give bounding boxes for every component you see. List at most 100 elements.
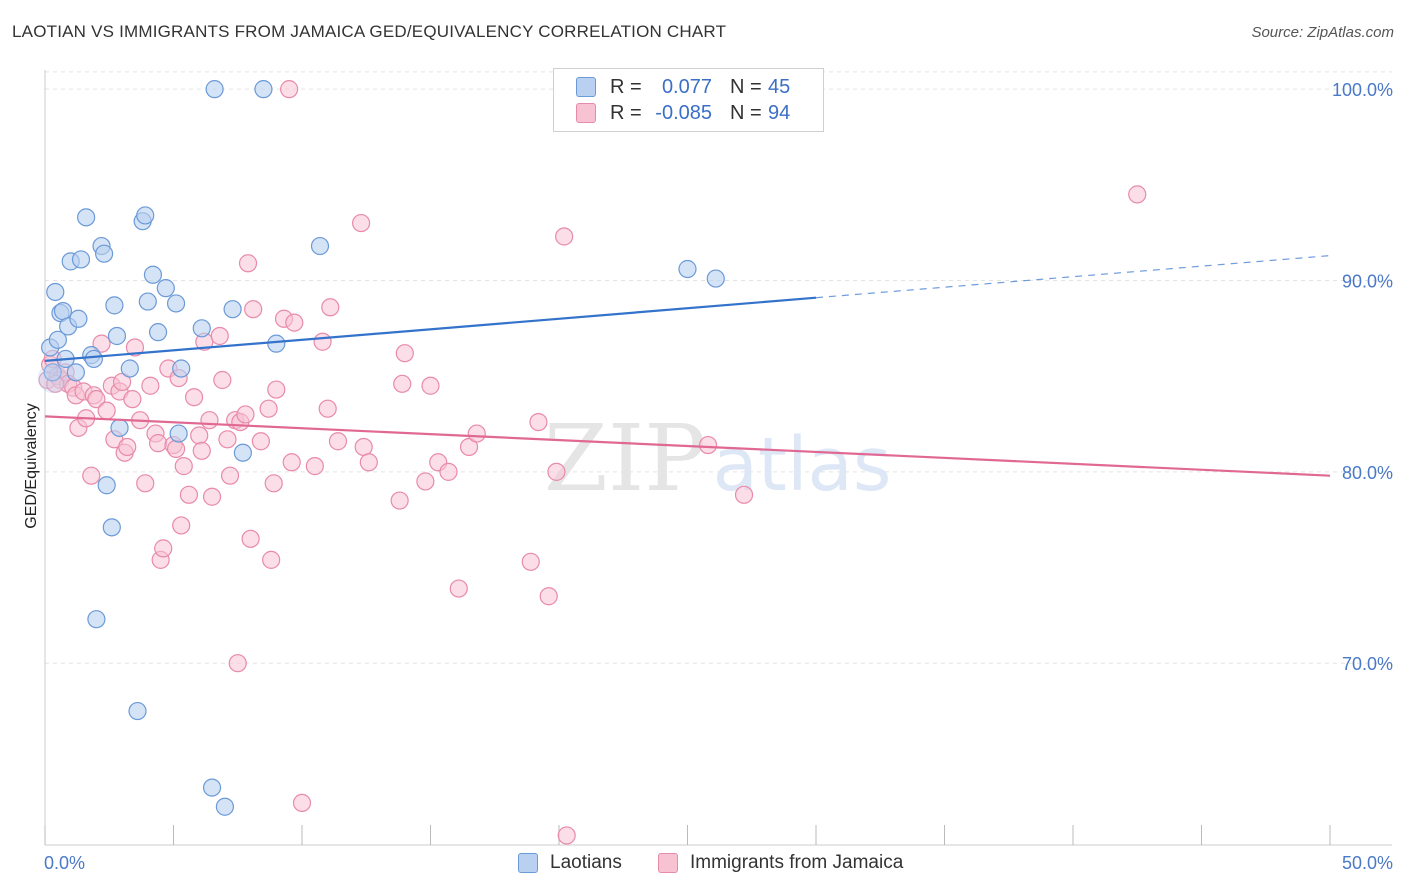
laotian-point xyxy=(102,518,121,537)
chart-title: LAOTIAN VS IMMIGRANTS FROM JAMAICA GED/E… xyxy=(12,22,727,41)
axes xyxy=(44,70,1392,846)
laotian-point xyxy=(215,797,234,816)
jamaica-point xyxy=(141,376,160,395)
laotian-point xyxy=(46,282,65,302)
jamaica-point xyxy=(459,437,479,457)
jamaica-point xyxy=(557,826,576,845)
laotian-point xyxy=(77,208,96,227)
jamaica-point xyxy=(200,411,219,430)
legend-swatch-jamaica xyxy=(576,103,596,123)
legend-row-laotians: R = 0.077 N = 45 xyxy=(576,75,790,99)
jamaica-point xyxy=(352,213,371,233)
laotian-point xyxy=(169,424,188,443)
jamaica-point xyxy=(313,332,332,351)
laotian-points xyxy=(37,80,725,816)
jamaica-point xyxy=(236,405,255,424)
laotian-point xyxy=(87,610,106,629)
jamaica-point xyxy=(1128,185,1147,204)
x-tick-labels: 0.0% 50.0% xyxy=(44,853,1393,873)
jamaica-point xyxy=(87,390,106,409)
jamaica-point xyxy=(220,466,240,485)
legend-r-value: -0.085 xyxy=(655,101,712,124)
laotian-point xyxy=(97,476,116,495)
jamaica-point xyxy=(305,457,324,476)
trend-lines xyxy=(44,255,1331,477)
jamaica-point xyxy=(449,579,468,598)
laotian-point xyxy=(678,259,697,279)
laotian-trend-extension xyxy=(815,255,1331,299)
legend-r-value: 0.077 xyxy=(661,75,712,98)
jamaica-point xyxy=(148,434,168,453)
laotian-point xyxy=(69,309,88,328)
bottom-legend-swatch-jamaica xyxy=(658,853,678,873)
laotian-point xyxy=(205,80,224,99)
jamaica-point xyxy=(92,334,111,353)
jamaica-point xyxy=(118,437,137,457)
jamaica-point xyxy=(529,412,548,432)
laotian-point xyxy=(267,334,286,353)
y-tick-label: 70.0% xyxy=(1342,654,1393,674)
jamaica-point xyxy=(734,485,754,504)
legend-n-label: N = xyxy=(730,75,762,98)
laotian-trend-line xyxy=(44,296,817,362)
jamaica-point xyxy=(259,399,278,418)
legend-box: R = 0.077 N = 45 R = -0.085 N = 94 xyxy=(553,68,824,132)
jamaica-point xyxy=(395,344,414,363)
laotian-point xyxy=(166,294,186,313)
jamaica-point xyxy=(154,539,173,558)
bottom-legend: Laotians Immigrants from Jamaica xyxy=(0,852,1406,878)
jamaica-point xyxy=(421,376,440,395)
laotian-point xyxy=(706,269,725,288)
jamaica-point xyxy=(228,654,247,673)
laotian-point xyxy=(110,418,129,437)
laotian-point xyxy=(148,323,168,342)
bottom-legend-label-laotians: Laotians xyxy=(550,852,622,873)
gridlines xyxy=(45,71,1392,664)
laotian-point xyxy=(105,296,124,315)
laotian-point xyxy=(202,778,222,797)
legend-r-label: R = xyxy=(610,75,642,98)
bottom-legend-laotians: Laotians xyxy=(518,852,622,874)
jamaica-point xyxy=(318,399,337,418)
laotian-point xyxy=(136,206,155,225)
jamaica-trend-line xyxy=(44,415,1331,477)
jamaica-point xyxy=(238,254,258,273)
jamaica-point xyxy=(218,430,237,449)
jamaica-point xyxy=(179,485,199,504)
jamaica-point xyxy=(241,529,260,548)
jamaica-point xyxy=(190,426,209,445)
jamaica-point xyxy=(97,401,116,420)
laotian-point xyxy=(128,701,147,721)
watermark: ZIP atlas xyxy=(544,405,892,512)
jamaica-point xyxy=(280,80,299,99)
jamaica-point xyxy=(172,516,191,535)
bottom-legend-jamaica: Immigrants from Jamaica xyxy=(658,852,903,874)
laotian-point xyxy=(120,359,139,378)
jamaica-point xyxy=(262,550,281,569)
jamaica-point xyxy=(292,793,312,813)
laotian-point xyxy=(66,363,85,382)
laotian-point xyxy=(53,302,73,321)
jamaica-point xyxy=(521,552,540,571)
legend-row-jamaica: R = -0.085 N = 94 xyxy=(576,101,790,125)
jamaica-points xyxy=(38,80,1147,845)
jamaica-point xyxy=(285,313,304,332)
jamaica-point xyxy=(359,453,378,472)
laotian-point xyxy=(48,330,67,349)
y-tick-label: 90.0% xyxy=(1342,271,1393,291)
jamaica-point xyxy=(467,424,486,443)
x-tick-label: 0.0% xyxy=(44,853,85,873)
jamaica-point xyxy=(213,370,232,390)
jamaica-point xyxy=(282,453,301,472)
laotian-point xyxy=(95,244,114,263)
bottom-legend-label-jamaica: Immigrants from Jamaica xyxy=(690,852,904,873)
jamaica-point xyxy=(390,491,409,510)
legend-r-label: R = xyxy=(610,101,642,124)
jamaica-point xyxy=(698,435,718,455)
laotian-point xyxy=(71,250,91,269)
laotian-point xyxy=(310,236,330,256)
jamaica-point xyxy=(174,457,193,476)
y-tick-labels: 70.0% 80.0% 90.0% 100.0% xyxy=(1332,80,1393,674)
jamaica-point xyxy=(82,466,101,485)
